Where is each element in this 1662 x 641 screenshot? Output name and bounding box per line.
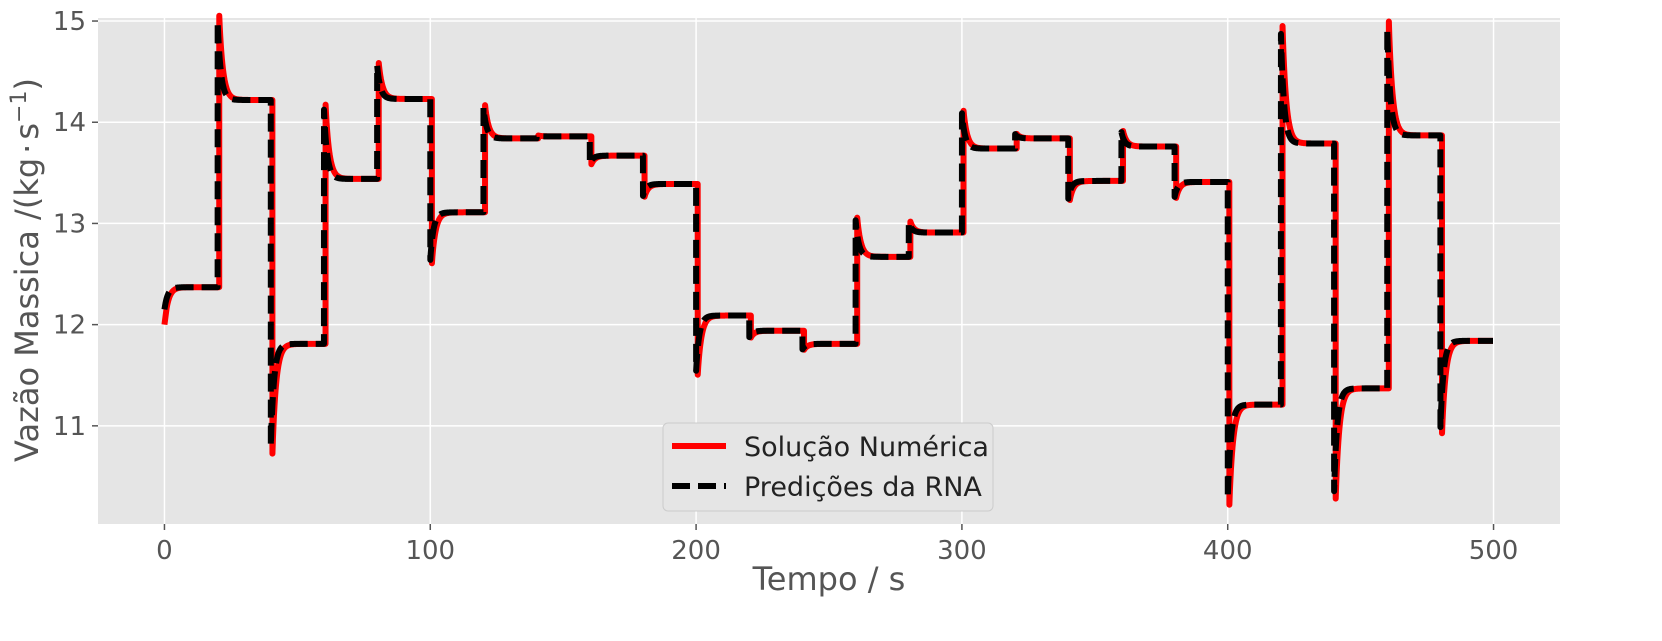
- legend-label-predicoes: Predições da RNA: [744, 472, 982, 503]
- y-axis-title: Vazão Massica /(kg · s−1): [7, 78, 46, 462]
- y-tick-label: 13: [53, 209, 86, 239]
- y-axis-title-close: ): [8, 78, 46, 90]
- y-axis-title-main: Vazão Massica /(kg: [8, 158, 46, 462]
- x-axis-title: Tempo / s: [752, 560, 906, 598]
- x-tick-label: 400: [1203, 536, 1253, 566]
- y-axis-title-dot: ·: [8, 144, 46, 154]
- y-axis-title-exponent: −1: [7, 91, 32, 123]
- y-tick-label: 11: [53, 412, 86, 442]
- gridlines: [98, 18, 1560, 524]
- y-tick-label: 15: [53, 7, 86, 37]
- y-tick-label: 12: [53, 311, 86, 341]
- axis-ticks: 0 100 200 300 400 500 11 12 13 14 15: [53, 7, 1518, 566]
- y-tick-label: 14: [53, 108, 86, 138]
- x-tick-label: 100: [405, 536, 455, 566]
- x-tick-label: 200: [671, 536, 721, 566]
- x-tick-label: 0: [156, 536, 173, 566]
- x-tick-label: 300: [937, 536, 987, 566]
- legend-label-solucao: Solução Numérica: [744, 432, 989, 463]
- series-line-predicoes-rna: [161, 18, 1496, 502]
- x-tick-label: 500: [1469, 536, 1519, 566]
- y-axis-title-unit: s: [8, 123, 46, 140]
- series-lines: [161, 12, 1496, 508]
- legend-box: [662, 422, 994, 512]
- legend: Solução Numérica Predições da RNA: [662, 422, 994, 512]
